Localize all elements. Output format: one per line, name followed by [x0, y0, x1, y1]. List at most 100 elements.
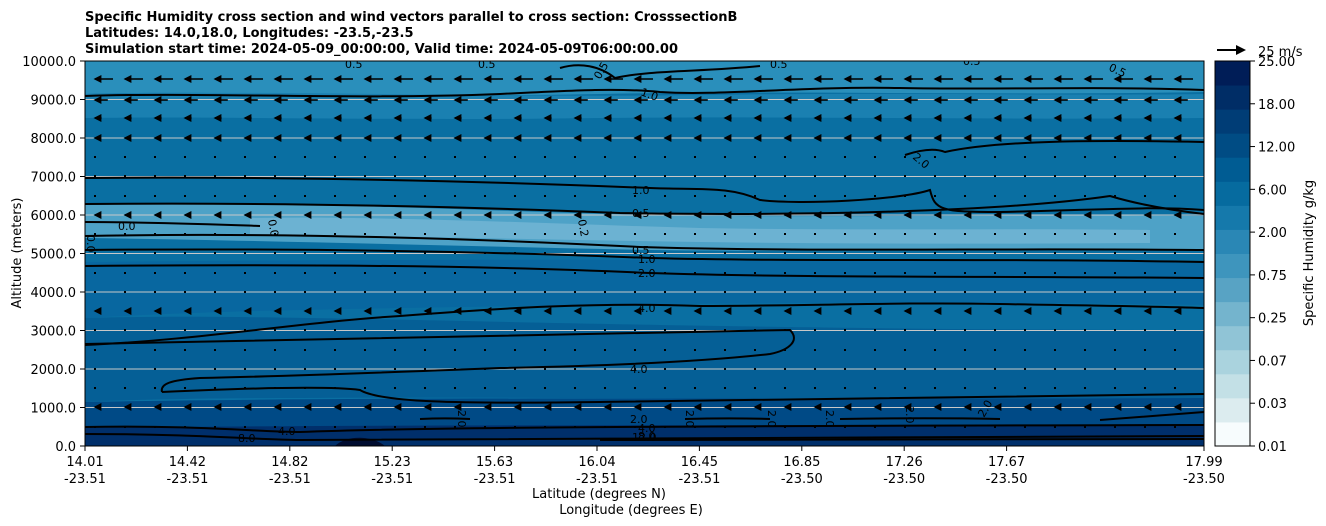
wind-vector-arrow — [814, 272, 816, 274]
wind-vector-arrow — [394, 329, 396, 331]
contour-label: 4.0 — [278, 425, 296, 438]
wind-vector-arrow — [334, 272, 336, 274]
wind-vector-arrow — [1174, 156, 1176, 158]
wind-vector-arrow — [424, 387, 426, 389]
wind-vector-arrow — [814, 291, 816, 293]
wind-vector-arrow — [124, 156, 126, 158]
wind-vector-arrow — [634, 175, 636, 177]
colorbar-swatch — [1215, 277, 1250, 303]
wind-vector-arrow — [1084, 368, 1086, 370]
wind-vector-arrow — [1084, 349, 1086, 351]
wind-vector-arrow — [964, 368, 966, 370]
wind-vector-arrow — [244, 175, 246, 177]
wind-vector-arrow — [844, 175, 846, 177]
x-tick-label-lat: 15.63 — [476, 455, 513, 470]
wind-vector-arrow — [604, 195, 606, 197]
wind-vector-arrow — [634, 387, 636, 389]
wind-vector-arrow — [484, 349, 486, 351]
wind-vector-arrow — [274, 387, 276, 389]
wind-vector-arrow — [694, 387, 696, 389]
wind-vector-arrow — [1024, 156, 1026, 158]
wind-vector-arrow — [514, 233, 516, 235]
wind-vector-arrow — [1084, 195, 1086, 197]
x-tick-label-lon: -23.50 — [781, 472, 823, 487]
wind-vector-arrow — [1024, 195, 1026, 197]
wind-vector-arrow — [424, 156, 426, 158]
wind-vector-arrow — [334, 329, 336, 331]
wind-vector-arrow — [574, 291, 576, 293]
wind-vector-arrow — [94, 252, 96, 254]
wind-vector-arrow — [214, 368, 216, 370]
wind-vector-arrow — [274, 291, 276, 293]
wind-vector-arrow — [784, 175, 786, 177]
x-tick-label-lon: -23.50 — [883, 472, 925, 487]
wind-vector-arrow — [1144, 426, 1146, 428]
wind-vector-arrow — [454, 272, 456, 274]
colorbar-swatch — [1215, 421, 1250, 447]
wind-reference-label: 25 m/s — [1258, 45, 1303, 60]
wind-vector-arrow — [814, 175, 816, 177]
wind-vector-arrow — [934, 291, 936, 293]
wind-vector-arrow — [574, 368, 576, 370]
wind-vector-arrow — [1114, 387, 1116, 389]
wind-vector-arrow — [1144, 233, 1146, 235]
wind-vector-arrow — [274, 349, 276, 351]
wind-vector-arrow — [574, 233, 576, 235]
wind-vector-arrow — [604, 368, 606, 370]
wind-vector-arrow — [874, 195, 876, 197]
wind-vector-arrow — [454, 156, 456, 158]
wind-vector-arrow — [724, 175, 726, 177]
wind-vector-arrow — [784, 387, 786, 389]
wind-vector-arrow — [1114, 291, 1116, 293]
wind-vector-arrow — [124, 195, 126, 197]
wind-vector-arrow — [724, 272, 726, 274]
wind-vector-arrow — [754, 252, 756, 254]
wind-vector-arrow — [784, 272, 786, 274]
wind-vector-arrow — [544, 175, 546, 177]
colorbar-swatch — [1215, 61, 1250, 86]
contour-label: 0.0 — [265, 218, 281, 237]
wind-vector-arrow — [604, 175, 606, 177]
wind-vector-arrow — [184, 291, 186, 293]
wind-vector-arrow — [994, 349, 996, 351]
wind-vector-arrow — [784, 156, 786, 158]
wind-vector-arrow — [274, 233, 276, 235]
wind-vector-arrow — [874, 175, 876, 177]
wind-vector-arrow — [1084, 426, 1086, 428]
wind-vector-arrow — [454, 329, 456, 331]
wind-vector-arrow — [514, 387, 516, 389]
wind-vector-arrow — [1054, 387, 1056, 389]
wind-vector-arrow — [1144, 368, 1146, 370]
wind-vector-arrow — [244, 329, 246, 331]
wind-vector-arrow — [184, 272, 186, 274]
contour-label: 2.0 — [903, 406, 916, 424]
wind-vector-arrow — [1054, 156, 1056, 158]
wind-vector-arrow — [304, 349, 306, 351]
wind-vector-arrow — [124, 175, 126, 177]
wind-vector-arrow — [244, 426, 246, 428]
gridlines — [85, 99, 1204, 408]
wind-vector-arrow — [964, 387, 966, 389]
wind-vector-arrow — [604, 252, 606, 254]
wind-vector-arrow — [454, 368, 456, 370]
wind-vector-arrow — [934, 349, 936, 351]
wind-vector-arrow — [1114, 252, 1116, 254]
wind-vector-arrow — [1084, 252, 1086, 254]
x-tick-label-lat: 17.26 — [886, 455, 923, 470]
wind-vector-arrow — [364, 329, 366, 331]
wind-vector-arrow — [574, 387, 576, 389]
contour-label: 0.5 — [632, 207, 650, 220]
x-tick-label-lon: -23.51 — [166, 472, 208, 487]
wind-vector-arrow — [844, 387, 846, 389]
wind-vector-arrow — [1144, 329, 1146, 331]
wind-vector-arrow — [664, 175, 666, 177]
wind-vector-arrow — [844, 195, 846, 197]
wind-vector-arrow — [94, 349, 96, 351]
colorbar-swatch — [1215, 157, 1250, 182]
wind-vector-arrow — [934, 252, 936, 254]
wind-vector-arrow — [964, 156, 966, 158]
wind-vector-arrow — [484, 233, 486, 235]
wind-vector-arrow — [604, 272, 606, 274]
wind-vector-arrow — [94, 195, 96, 197]
wind-vector-arrow — [784, 329, 786, 331]
